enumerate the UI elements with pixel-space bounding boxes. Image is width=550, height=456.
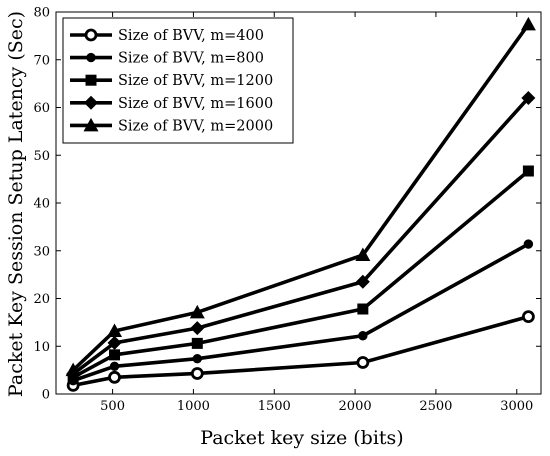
legend-item: Size of BVV, m=400 bbox=[70, 28, 264, 44]
data-point bbox=[107, 323, 123, 337]
data-point bbox=[192, 353, 202, 364]
x-tick-label: 500 bbox=[100, 399, 125, 414]
y-axis-title: Packet Key Session Setup Latency (Sec) bbox=[5, 11, 27, 397]
x-tick-label: 1000 bbox=[177, 399, 210, 414]
series-1 bbox=[66, 310, 535, 392]
y-tick-label: 20 bbox=[33, 292, 50, 307]
y-tick-label: 10 bbox=[33, 340, 50, 355]
x-tick-label: 2500 bbox=[419, 399, 452, 414]
x-tick-label: 3000 bbox=[500, 399, 533, 414]
y-tick-label: 70 bbox=[33, 53, 50, 68]
x-axis-title: Packet key size (bits) bbox=[200, 427, 403, 449]
legend-label: Size of BVV, m=800 bbox=[118, 51, 264, 67]
legend-marker bbox=[86, 52, 96, 63]
data-point bbox=[523, 239, 534, 249]
y-tick-label: 60 bbox=[33, 101, 50, 116]
data-point bbox=[191, 337, 203, 349]
data-point bbox=[520, 16, 536, 31]
axis-ticks: 500 1000 1500 2000 2500 3000 0 10 20 30 40 50 60 70 80 bbox=[33, 6, 541, 414]
legend-marker bbox=[84, 28, 98, 42]
legend-label: Size of BVV, m=1200 bbox=[118, 73, 273, 89]
data-point bbox=[109, 349, 121, 361]
data-point bbox=[190, 367, 204, 380]
data-point bbox=[356, 356, 370, 369]
data-point bbox=[522, 165, 534, 177]
data-point bbox=[189, 304, 205, 319]
data-point bbox=[358, 331, 368, 341]
data-point bbox=[355, 274, 370, 289]
series-line bbox=[72, 169, 530, 379]
legend-item: Size of BVV, m=1600 bbox=[70, 95, 273, 112]
series-5 bbox=[65, 16, 536, 377]
legend: Size of BVV, m=400 Size of BVV, m=800 Size… bbox=[62, 17, 294, 144]
series-4 bbox=[66, 90, 536, 381]
data-point bbox=[190, 321, 205, 336]
x-tick-label: 2000 bbox=[339, 399, 372, 414]
series-layer bbox=[65, 16, 536, 392]
legend-label: Size of BVV, m=400 bbox=[118, 28, 264, 44]
legend-marker bbox=[83, 117, 99, 132]
data-point bbox=[108, 370, 121, 384]
data-point bbox=[65, 362, 81, 377]
legend-marker bbox=[85, 74, 97, 86]
data-point bbox=[521, 310, 535, 324]
data-point bbox=[355, 247, 371, 262]
x-tick-label: 1500 bbox=[258, 399, 291, 414]
legend-item: Size of BVV, m=800 bbox=[70, 51, 264, 67]
y-tick-label: 40 bbox=[33, 197, 50, 212]
legend-label: Size of BVV, m=1600 bbox=[118, 96, 273, 112]
y-tick-label: 0 bbox=[42, 388, 50, 403]
data-point bbox=[521, 90, 536, 105]
series-2 bbox=[68, 239, 534, 386]
data-point bbox=[357, 303, 369, 315]
y-tick-label: 80 bbox=[33, 6, 50, 21]
series-line bbox=[72, 242, 530, 383]
legend-item: Size of BVV, m=2000 bbox=[70, 117, 273, 134]
data-point bbox=[109, 361, 120, 372]
data-point bbox=[107, 335, 122, 350]
legend-marker bbox=[84, 95, 98, 110]
series-3 bbox=[67, 165, 534, 383]
y-tick-label: 30 bbox=[33, 244, 50, 259]
y-tick-label: 50 bbox=[33, 149, 50, 164]
legend-label: Size of BVV, m=2000 bbox=[118, 118, 273, 134]
legend-item: Size of BVV, m=1200 bbox=[70, 73, 273, 89]
